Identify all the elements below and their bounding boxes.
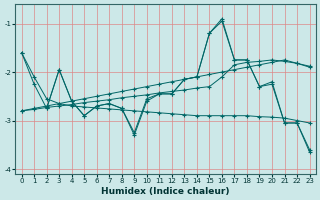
X-axis label: Humidex (Indice chaleur): Humidex (Indice chaleur) xyxy=(101,187,230,196)
